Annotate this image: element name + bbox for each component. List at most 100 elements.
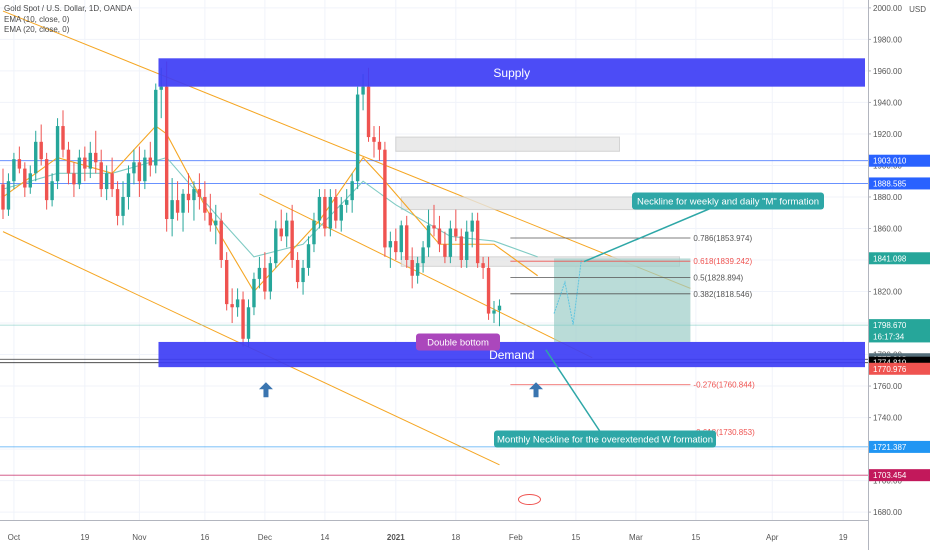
candle-89[interactable] [486,256,491,320]
candle-41[interactable] [224,252,229,311]
symbol-title[interactable]: Gold Spot / U.S. Dollar, 1D, OANDA [4,4,133,13]
up-arrow-icon [529,382,544,398]
candle-54[interactable] [295,252,300,289]
candle-40[interactable] [219,212,223,268]
candle-65[interactable] [355,86,360,190]
candle-70[interactable] [383,141,387,257]
candle-24[interactable] [132,149,136,185]
candle-91[interactable] [497,299,502,327]
candle-87[interactable] [475,212,480,268]
candle-81[interactable] [443,231,447,264]
candle-77[interactable] [421,241,425,273]
candle-15[interactable] [83,146,87,182]
candle-83[interactable] [454,209,458,242]
candle-38[interactable] [208,193,213,232]
candle-33[interactable] [181,189,185,232]
candle-3[interactable] [17,146,22,174]
callout-neckline-w[interactable]: Monthly Neckline for the overextended W … [494,349,716,448]
candle-28[interactable] [154,83,158,174]
candle-4[interactable] [23,162,27,197]
candle-44[interactable] [241,291,245,347]
candle-90[interactable] [492,300,496,324]
candle-46[interactable] [252,272,256,316]
candle-85[interactable] [465,220,469,268]
candle-88[interactable] [481,256,485,279]
candle-36[interactable] [197,173,202,210]
candle-23[interactable] [126,165,131,210]
candle-26[interactable] [143,149,147,190]
candle-42[interactable] [230,288,234,324]
candle-75[interactable] [410,247,414,289]
candle-20[interactable] [110,157,114,197]
candle-80[interactable] [437,215,442,253]
candle-57[interactable] [312,212,316,253]
candle-39[interactable] [214,204,218,245]
candle-49[interactable] [268,256,273,300]
candle-6[interactable] [34,130,38,182]
candle-14[interactable] [77,149,82,190]
candle-8[interactable] [44,152,49,210]
candle-16[interactable] [88,141,92,179]
candle-43[interactable] [235,288,240,317]
candle-86[interactable] [470,212,474,248]
candle-61[interactable] [334,189,338,229]
candle-22[interactable] [121,181,125,226]
candle-35[interactable] [192,181,196,221]
candle-59[interactable] [323,189,327,237]
candle-2[interactable] [12,152,16,190]
candle-56[interactable] [306,236,311,276]
candle-0[interactable] [1,168,5,220]
candle-32[interactable] [175,181,180,221]
candle-48[interactable] [263,252,267,300]
candle-50[interactable] [274,220,278,268]
candle-25[interactable] [137,146,142,197]
candle-30[interactable] [164,61,169,232]
candle-34[interactable] [186,173,191,213]
candle-82[interactable] [448,220,453,264]
callout-neckline-m[interactable]: Neckline for weekly and daily "M" format… [583,192,824,263]
candle-body [323,196,327,229]
candle-7[interactable] [39,124,43,166]
candle-21[interactable] [115,181,120,226]
candle-68[interactable] [372,126,376,158]
candle-5[interactable] [28,165,32,194]
candle-55[interactable] [301,260,305,295]
ema10-legend[interactable]: EMA (10, close, 0) [4,14,70,24]
candle-37[interactable] [203,181,207,221]
candle-11[interactable] [61,110,65,158]
candle-58[interactable] [317,189,322,229]
candle-13[interactable] [72,162,76,197]
candle-27[interactable] [148,141,153,177]
candle-79[interactable] [432,204,436,237]
candle-69[interactable] [377,126,382,161]
candle-19[interactable] [104,165,109,201]
candle-64[interactable] [350,173,354,213]
candle-72[interactable] [394,228,398,260]
candle-17[interactable] [94,130,98,174]
candle-10[interactable] [55,118,60,190]
ema20-legend[interactable]: EMA (20, close, 0) [4,25,70,34]
candle-18[interactable] [99,149,103,197]
candle-74[interactable] [405,215,409,268]
candle-60[interactable] [328,189,333,237]
candle-31[interactable] [170,178,174,237]
candle-84[interactable] [459,228,463,268]
candle-76[interactable] [415,256,420,284]
candle-51[interactable] [279,209,283,242]
candle-47[interactable] [257,256,262,289]
candle-9[interactable] [50,173,54,207]
candle-62[interactable] [339,196,343,232]
candle-53[interactable] [290,204,294,268]
candle-body [372,137,376,142]
candle-73[interactable] [399,220,403,260]
candle-body [459,236,463,260]
candle-78[interactable] [426,209,431,257]
candle-1[interactable] [6,173,11,216]
candle-12[interactable] [66,141,71,185]
candle-71[interactable] [388,231,393,268]
candle-45[interactable] [246,299,251,347]
candle-63[interactable] [345,189,349,213]
candle-52[interactable] [284,212,289,248]
callout-double-bottom[interactable]: Double bottom [416,333,500,351]
